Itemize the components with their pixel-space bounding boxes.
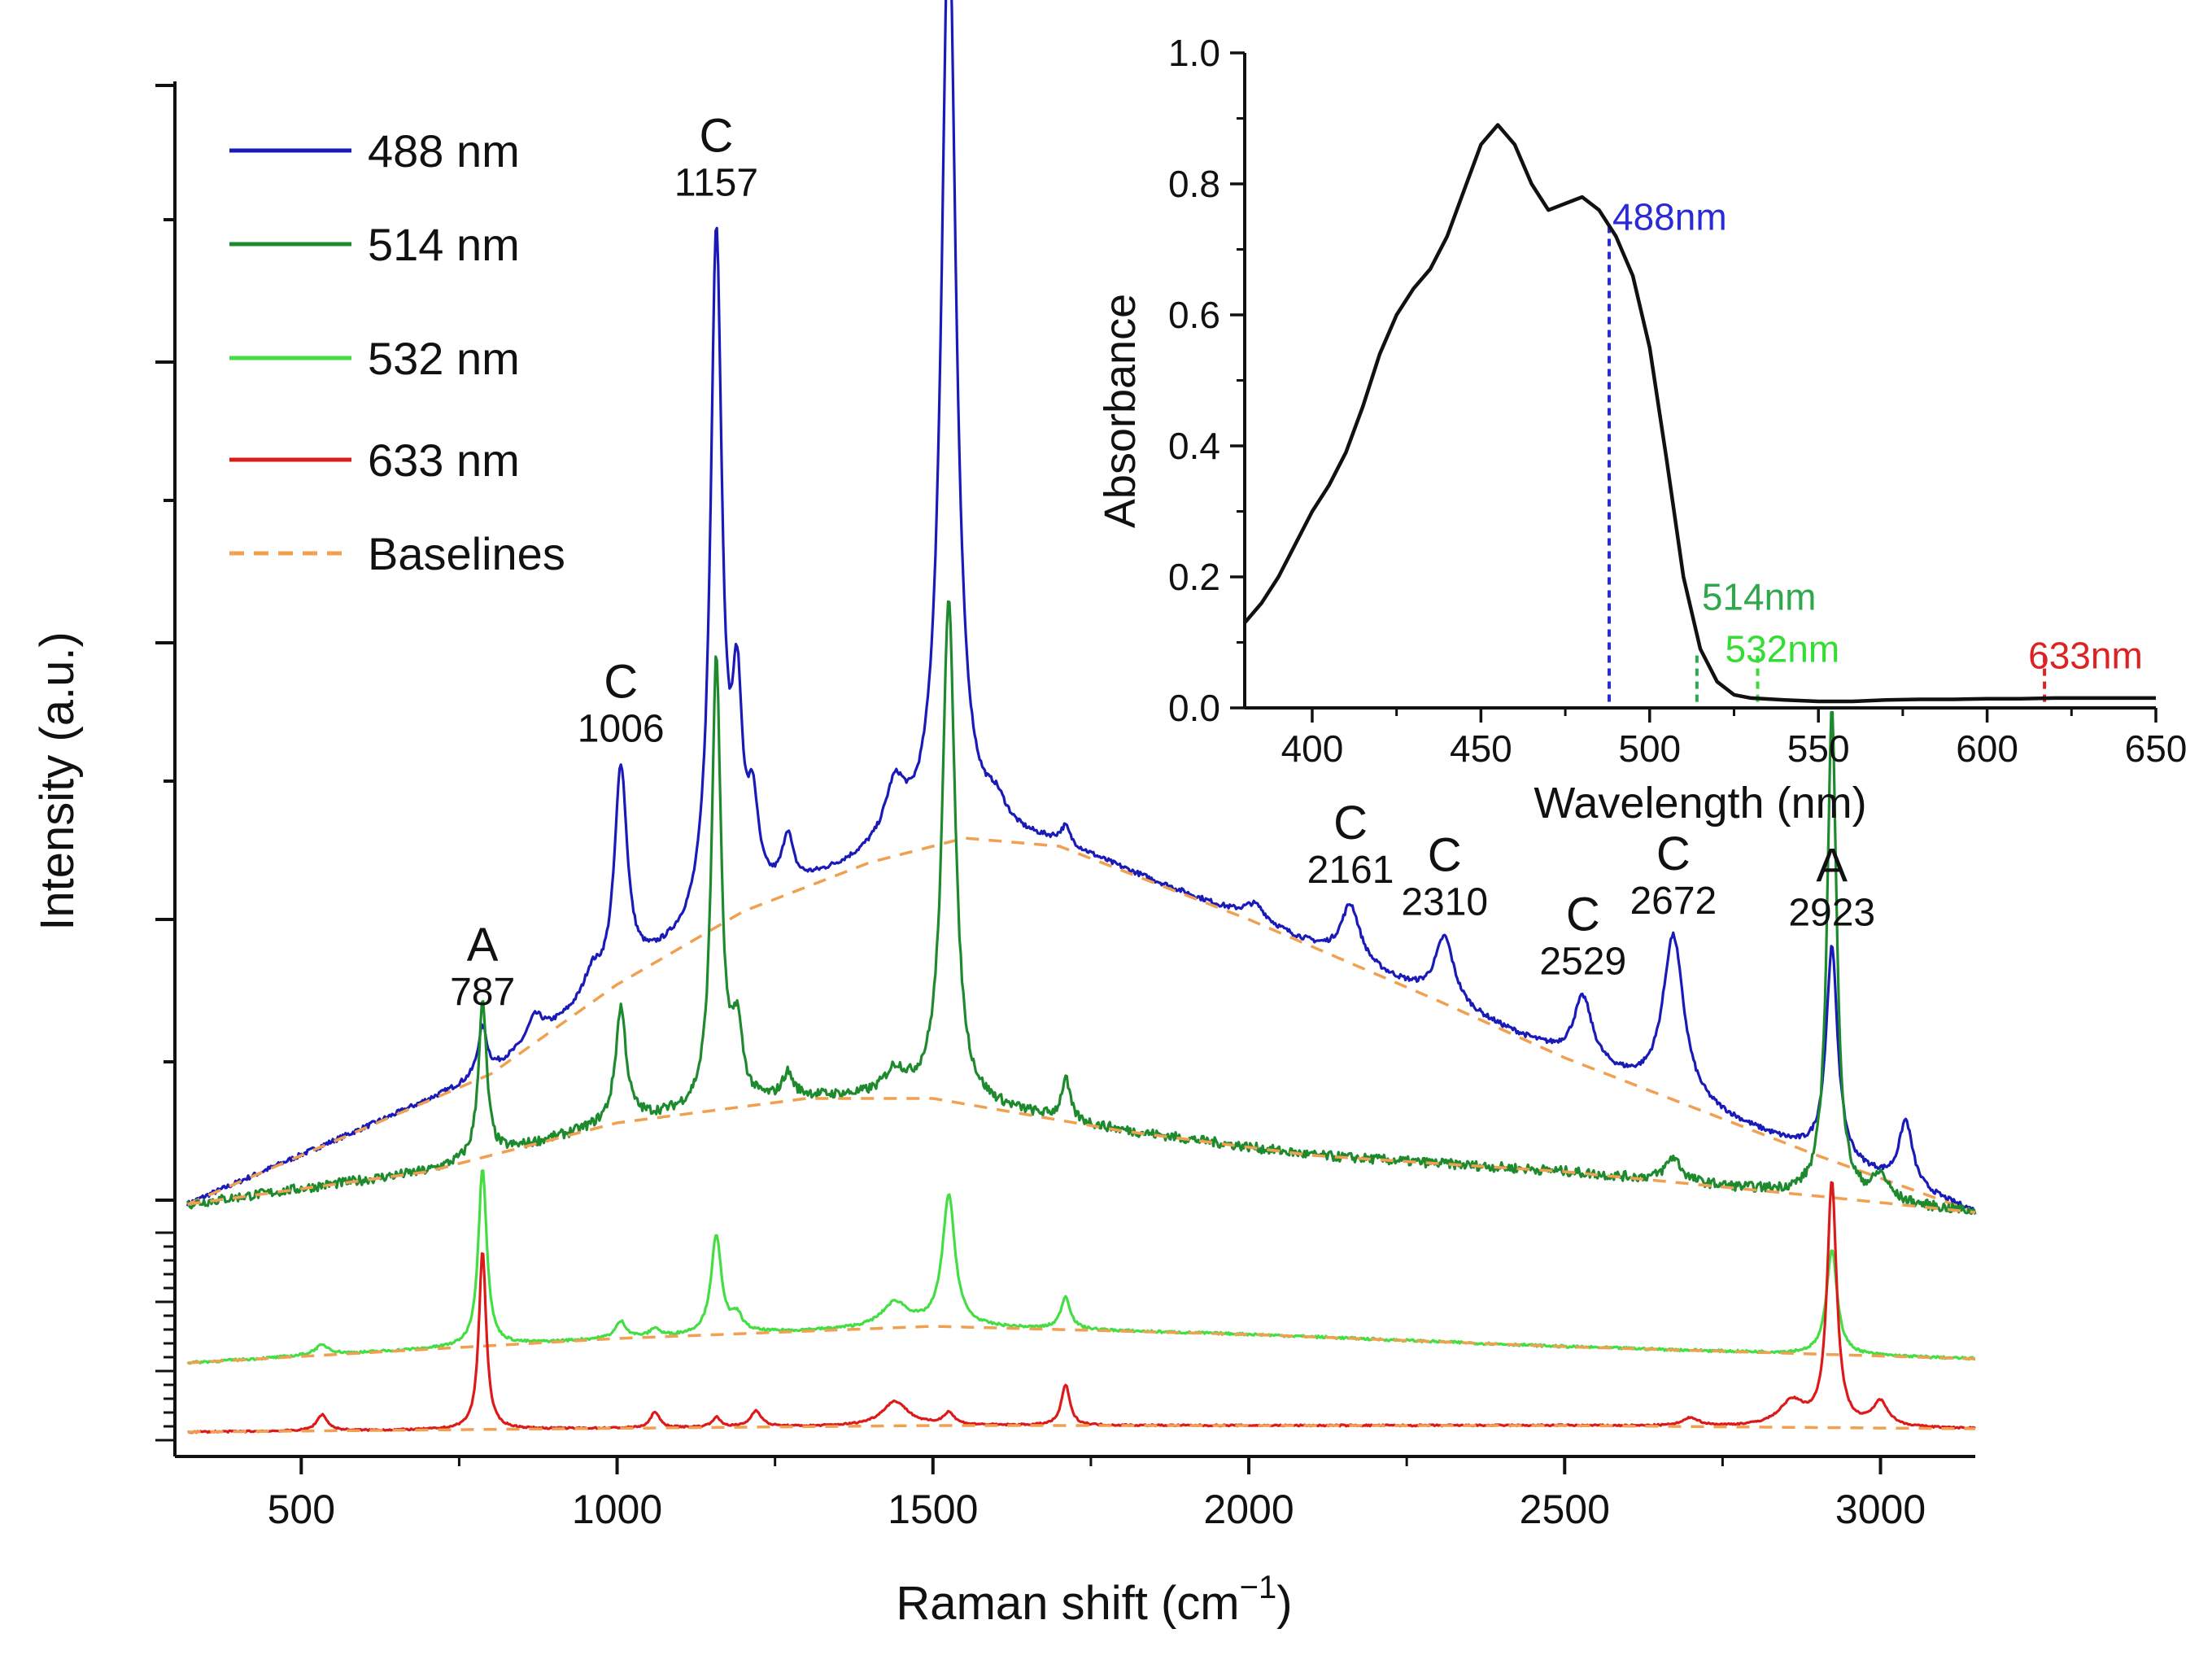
main-x-tick-label: 3000 [1835,1487,1926,1532]
main-x-tick-label: 2000 [1203,1487,1294,1532]
peak-label-value: 2529 [1539,941,1626,984]
spectrum-514nm [186,600,1977,1216]
main-x-tick-label: 500 [268,1487,335,1532]
main-x-tick-label: 2500 [1520,1487,1610,1532]
legend-label-baselines: Baselines [368,528,565,579]
baseline-488 [186,836,1976,1214]
peak-label-value: 1006 [578,707,665,750]
legend-label-532: 532 nm [368,333,520,384]
inset-y-tick-label: 0.4 [1168,425,1220,467]
peak-label-letter: A [1816,840,1848,893]
legend: 488 nm 514 nm 532 nm 633 nm Baselines [229,125,565,579]
main-y-ticks [155,84,175,1442]
peak-label-value: 2161 [1307,849,1394,892]
inset-marker-label-532nm: 532nm [1726,628,1840,670]
legend-label-488: 488 nm [368,125,520,177]
inset-x-tick-label: 450 [1450,727,1512,770]
legend-label-514: 514 nm [368,219,520,270]
absorbance-curve [1243,123,2156,704]
peak-label-letter: C [1428,829,1462,882]
peak-label-value: 787 [450,971,515,1014]
peak-label-letter: C [1566,889,1600,941]
peak-label-letter: C [1333,797,1368,849]
main-x-ticks: 500 1000 1500 2000 2500 3000 [268,1456,1926,1532]
baseline-532 [187,1325,1976,1365]
inset-x-tick-label: 500 [1618,727,1681,770]
main-x-tick-label: 1500 [888,1487,978,1532]
inset-marker-label-514nm: 514nm [1702,575,1817,618]
inset-y-tick-label: 0.6 [1168,294,1220,336]
peak-label-letter: C [700,110,734,163]
peak-label-letter: C [1656,828,1691,880]
inset-y-ticks: 0.0 0.2 0.4 0.6 0.8 1.0 [1168,32,1245,729]
inset-x-tick-label: 650 [2125,727,2188,770]
inset-curve-layer [1243,123,2156,704]
peak-annotations: A787C1006C1157C1525C2161C2310C2529C2672A… [450,110,1875,1014]
inset-y-tick-label: 0.2 [1168,556,1220,598]
baseline-633 [187,1424,1976,1434]
main-curves-layer [185,0,1977,1434]
legend-label-633: 633 nm [368,434,520,486]
inset-x-tick-label: 400 [1281,727,1344,770]
peak-label-value: 2923 [1788,892,1875,935]
inset-laser-markers: 488nm 514nm 532nm 633nm [1608,195,2143,708]
inset-y-tick-label: 0.8 [1168,163,1220,205]
baseline-514 [187,1097,1976,1214]
peak-label-value: 1157 [674,162,758,205]
inset-x-tick-label: 550 [1787,727,1850,770]
peak-label-letter: C [604,655,638,708]
main-x-tick-label: 1000 [572,1487,662,1532]
inset-y-tick-label: 0.0 [1168,687,1220,729]
main-y-axis-label: Intensity (a.u.) [31,631,84,930]
inset-x-axis-label: Wavelength (nm) [1534,779,1866,828]
spectrum-633nm [187,1181,1976,1434]
peak-label-value: 2310 [1401,881,1488,924]
inset-x-ticks: 400 450 500 550 600 650 [1281,708,2188,770]
inset-x-tick-label: 600 [1956,727,2018,770]
inset-marker-label-633nm: 633nm [2028,635,2143,677]
inset-marker-label-488nm: 488nm [1612,195,1727,238]
inset-y-axis-label: Absorbance [1096,294,1145,528]
main-x-axis-label: Raman shift (cm−1) [896,1570,1292,1630]
inset-y-tick-label: 1.0 [1168,32,1220,74]
peak-label-letter: A [467,919,499,972]
peak-label-value: 2672 [1630,880,1717,923]
